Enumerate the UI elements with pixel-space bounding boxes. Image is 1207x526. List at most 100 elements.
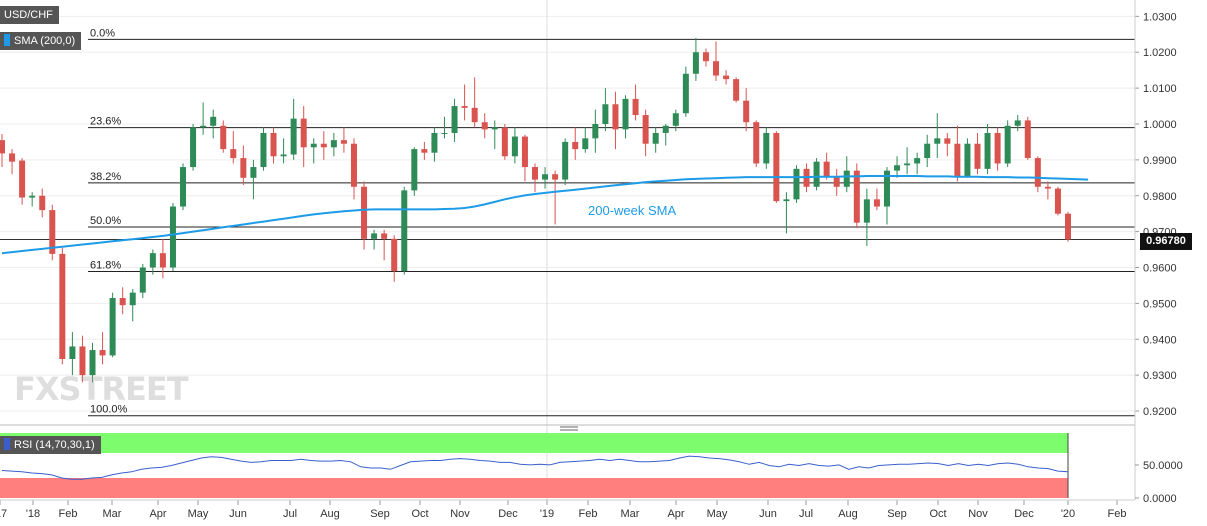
candle <box>149 249 156 275</box>
candle-body <box>883 170 890 207</box>
candle-body <box>250 167 257 178</box>
time-tick-label: Aug <box>838 508 858 520</box>
candle <box>662 123 669 146</box>
rsi-tick-label: 0.0000 <box>1143 493 1177 505</box>
candle <box>833 168 840 196</box>
time-axis: '17 '18 Feb Mar Apr May Jun Jul Aug Sep Oct Nov Dec '… <box>0 499 1135 520</box>
candle <box>602 88 609 132</box>
candle-body <box>491 127 498 130</box>
candle <box>964 138 971 178</box>
candle <box>431 127 438 162</box>
candle <box>572 127 579 160</box>
candle-body <box>310 143 317 148</box>
candle-body <box>592 123 599 139</box>
candle <box>169 202 176 272</box>
candle-body <box>69 346 76 360</box>
candle-body <box>994 132 1001 164</box>
candle <box>1065 211 1071 242</box>
price-tick-label: 0.9200 <box>1143 406 1177 418</box>
candle <box>340 127 347 153</box>
candle-body <box>159 253 166 268</box>
candle <box>1024 116 1031 160</box>
candle <box>1044 181 1051 200</box>
candle-body <box>270 132 277 157</box>
price-tick-label: 0.9600 <box>1143 263 1177 275</box>
candle <box>49 204 56 261</box>
time-tick-label: Mar <box>621 508 640 520</box>
candle-body <box>59 253 66 360</box>
candle <box>702 48 709 67</box>
candle <box>19 158 26 205</box>
candle <box>320 131 327 160</box>
candle-body <box>119 298 126 306</box>
candle <box>521 134 528 182</box>
candle <box>401 186 408 275</box>
candle <box>89 342 96 383</box>
price-tick-label: 0.9500 <box>1143 298 1177 310</box>
candle-body <box>542 174 549 180</box>
fib-level-label: 23.6% <box>90 116 121 128</box>
candle <box>79 335 86 383</box>
candle <box>1054 186 1061 216</box>
candle-body <box>954 143 961 177</box>
symbol-legend[interactable]: USD/CHF <box>0 6 59 24</box>
time-tick-label: Apr <box>667 508 684 520</box>
candle-body <box>773 132 780 202</box>
price-tick-label: 0.9900 <box>1143 155 1177 167</box>
candle <box>532 163 538 193</box>
candle <box>330 132 337 157</box>
candle-body <box>562 141 569 180</box>
candle <box>763 127 770 169</box>
rsi-legend-label: RSI (14,70,30,1) <box>14 439 95 451</box>
candle <box>280 138 287 164</box>
candle-body <box>672 113 679 126</box>
candle <box>0 134 5 168</box>
candle <box>451 98 458 142</box>
candle-body <box>29 195 36 198</box>
candle <box>1004 120 1011 168</box>
candle-body <box>622 98 629 130</box>
candle-body <box>461 106 468 108</box>
fib-level-label: 61.8% <box>90 259 121 271</box>
candle-body <box>713 61 720 76</box>
candle-body <box>1024 120 1031 159</box>
candle <box>441 116 448 139</box>
time-tick-label: '18 <box>26 508 40 520</box>
candle-body <box>89 350 96 376</box>
candle <box>843 156 850 193</box>
time-tick-label: Nov <box>968 508 988 520</box>
candle <box>783 192 790 234</box>
candle <box>421 141 428 160</box>
candle <box>894 156 901 178</box>
candle-body <box>934 138 941 144</box>
candle-body <box>79 346 86 376</box>
candle-body <box>914 158 921 164</box>
candle <box>582 127 589 153</box>
candle-body <box>350 143 357 187</box>
candle-body <box>371 233 378 239</box>
rsi-overbought-zone <box>0 433 1068 453</box>
candle-body <box>129 292 136 306</box>
sma-legend[interactable]: SMA (200,0) <box>0 32 82 50</box>
candle <box>481 113 488 139</box>
candle-body <box>421 149 428 153</box>
candle-body <box>602 104 609 124</box>
candle <box>984 123 991 175</box>
candle <box>69 332 76 376</box>
candle <box>672 109 679 132</box>
sma-legend-label: SMA (200,0) <box>14 35 76 47</box>
time-tick-label: Jul <box>799 508 813 520</box>
candle-body <box>702 52 709 62</box>
candle-body <box>582 138 589 150</box>
candle <box>723 70 730 85</box>
candle-body <box>843 170 850 187</box>
time-tick-label: May <box>188 508 209 520</box>
sma-swatch-icon <box>4 34 10 46</box>
candle-body <box>894 165 901 171</box>
candle <box>914 152 921 175</box>
rsi-legend[interactable]: RSI (14,70,30,1) <box>0 436 101 454</box>
candle <box>371 229 378 250</box>
candle-body <box>99 350 106 356</box>
candle <box>863 188 870 246</box>
